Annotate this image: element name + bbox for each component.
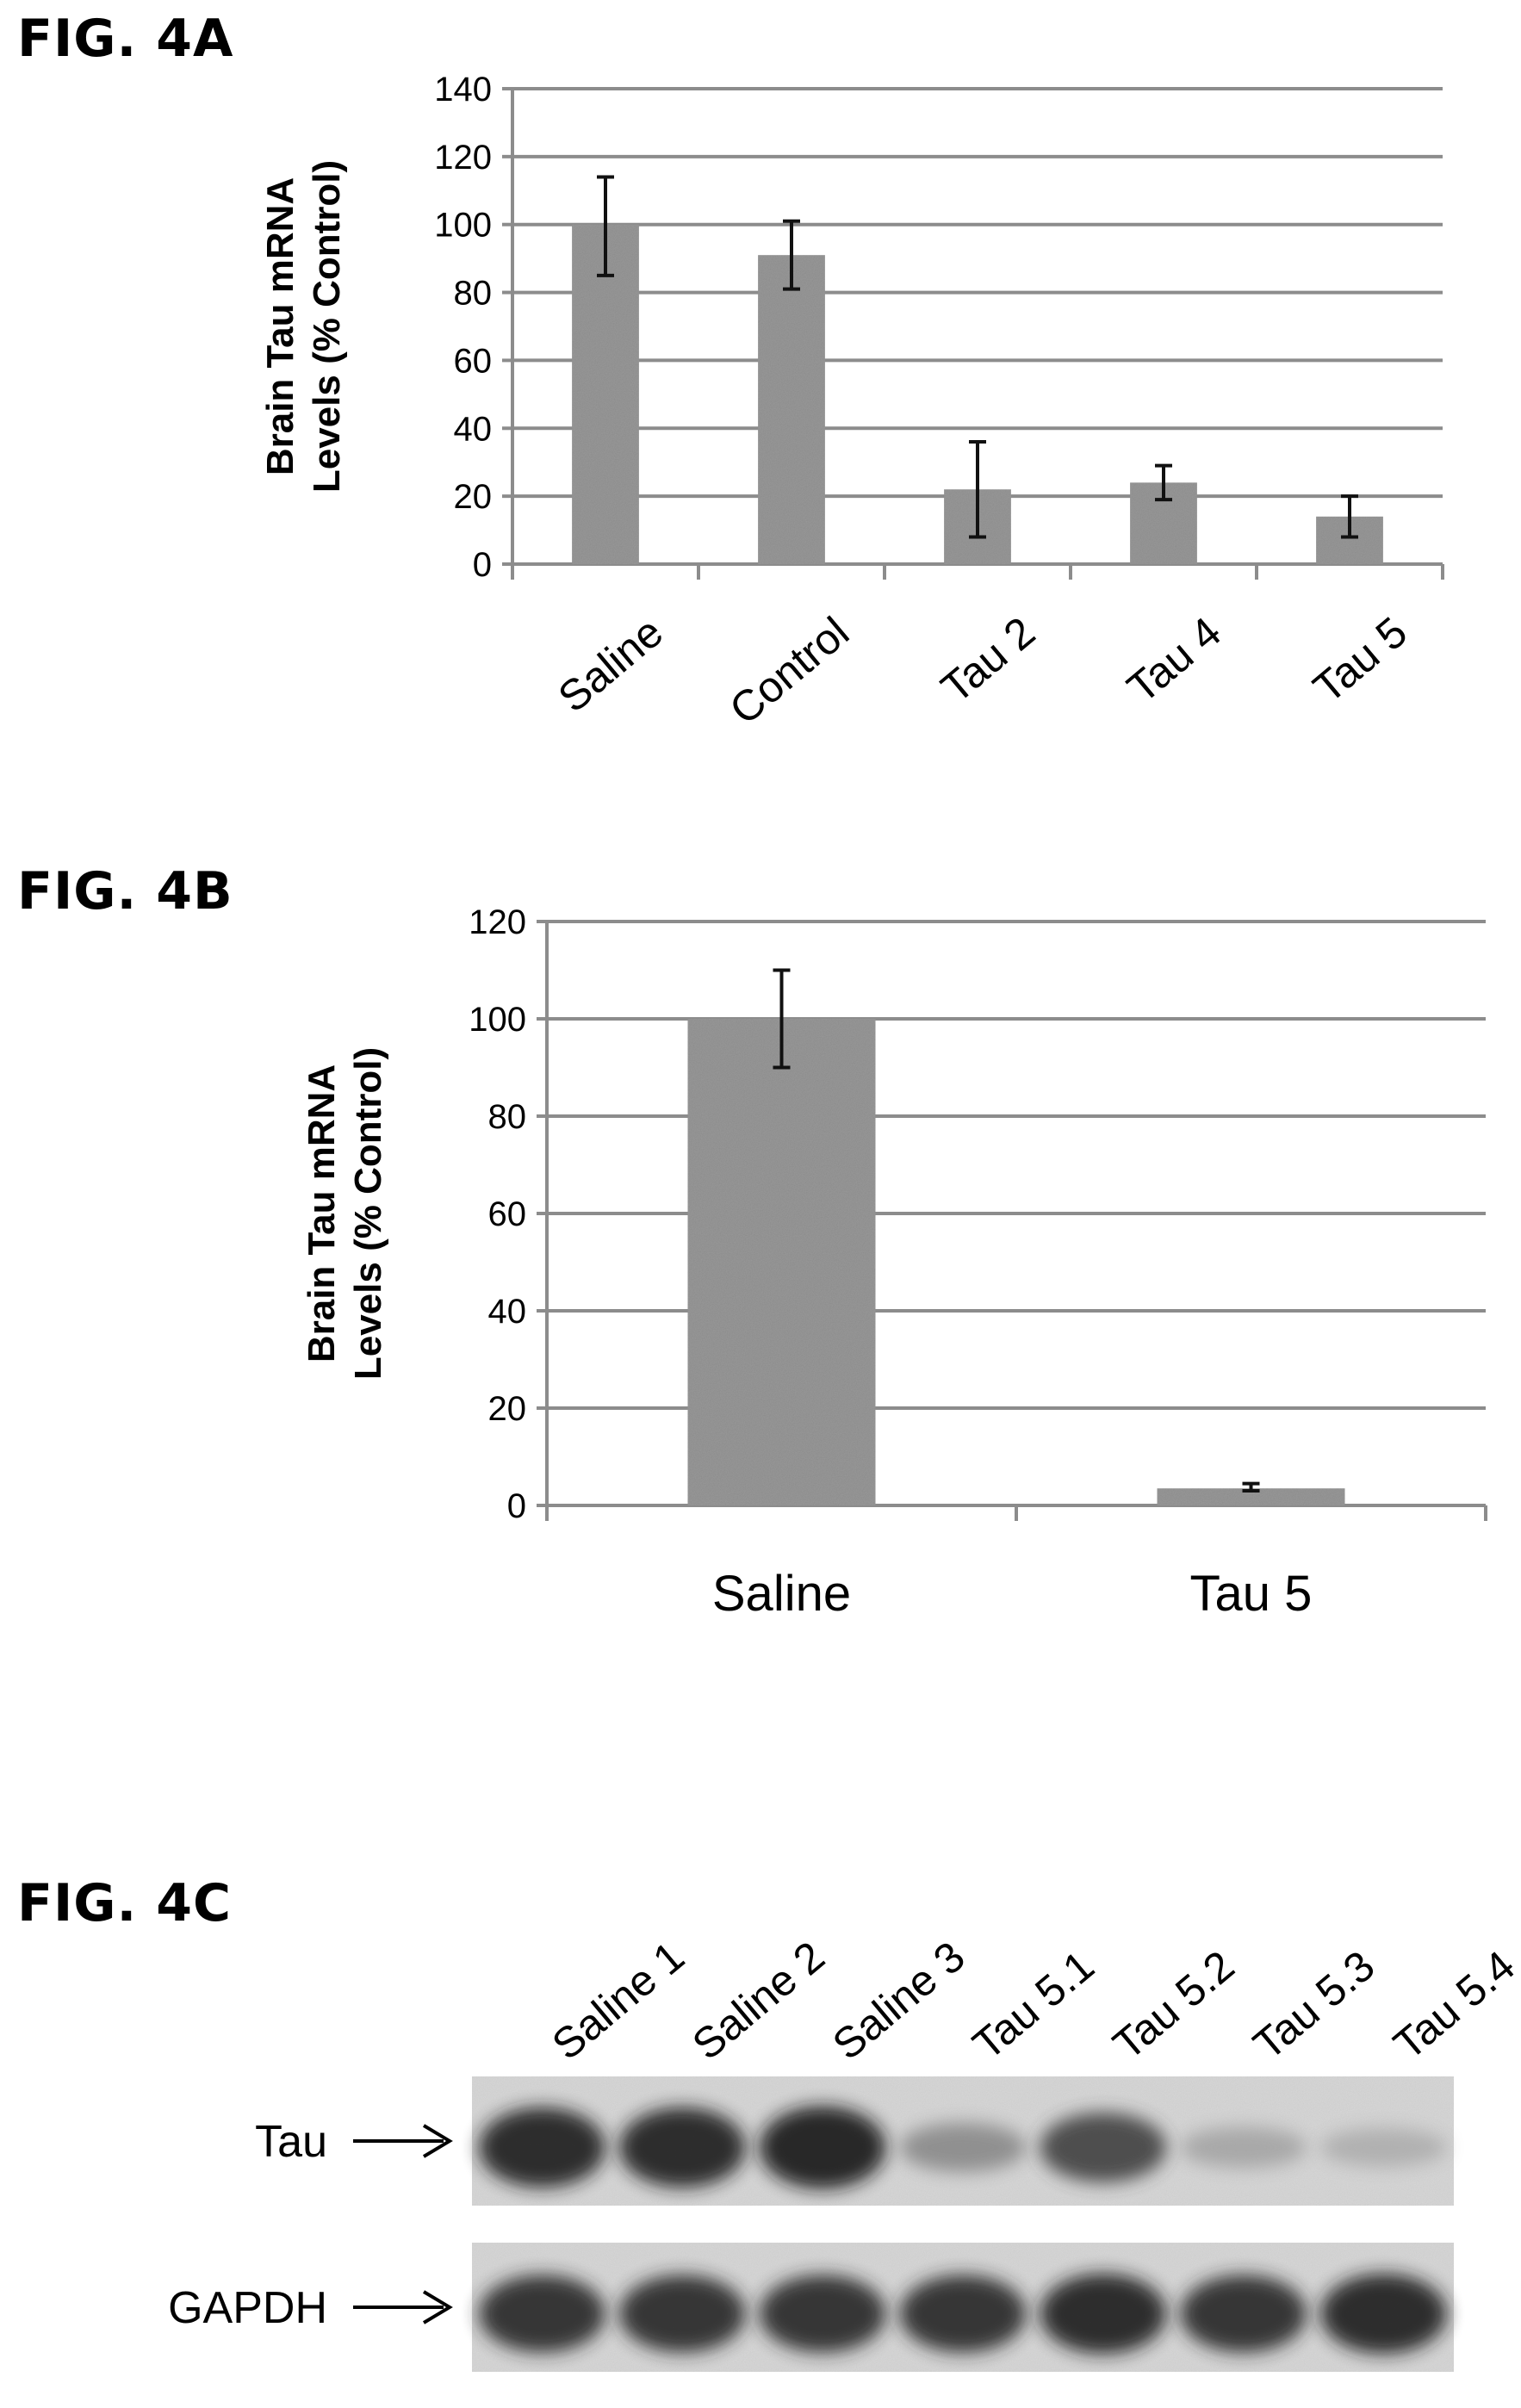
category-label: Tau 4 xyxy=(1118,608,1230,713)
bar xyxy=(572,224,639,564)
lane-label: Tau 5.1 xyxy=(964,1941,1103,2069)
category-label: Tau 5 xyxy=(1304,608,1416,713)
blot-row-label: GAPDH xyxy=(168,2283,327,2333)
blot-band xyxy=(1320,2128,1447,2167)
fig-4c-label: FIG. 4C xyxy=(17,1873,233,1933)
category-label: Control xyxy=(721,608,858,735)
chart-fig-4a: 0 20 40 60 80 100 120 140 Saline Control Tau 2 Tau … xyxy=(259,71,1444,735)
blot-band xyxy=(479,2107,605,2188)
lane-label: Tau 5.2 xyxy=(1104,1941,1244,2069)
blot-band xyxy=(619,2107,746,2188)
y-tick-label: 20 xyxy=(488,1390,527,1428)
lane-label: Saline 3 xyxy=(823,1932,973,2069)
y-tick-label: 40 xyxy=(488,1293,527,1331)
y-tick-label: 100 xyxy=(434,207,492,245)
blot-band xyxy=(1040,2274,1167,2354)
y-tick-label: 0 xyxy=(473,546,492,584)
blot-band xyxy=(759,2106,886,2189)
lane-label: Tau 5.4 xyxy=(1385,1941,1521,2069)
y-tick-label: 140 xyxy=(434,71,492,109)
y-tick-label: 120 xyxy=(469,903,526,941)
arrow-head-icon xyxy=(422,2124,453,2158)
bar xyxy=(1157,1488,1345,1505)
y-tick-label: 60 xyxy=(488,1195,527,1233)
fig-4b-label: FIG. 4B xyxy=(17,861,233,922)
blot-row-label: Tau xyxy=(255,2117,327,2167)
y-axis-title-line1: Brain Tau mRNA xyxy=(301,1064,343,1362)
lane-label: Tau 5.3 xyxy=(1245,1941,1384,2069)
y-axis-title-line2: Levels (% Control) xyxy=(347,1047,389,1380)
category-label: Tau 2 xyxy=(932,608,1044,713)
y-axis-title-line1: Brain Tau mRNA xyxy=(259,177,301,475)
y-tick-label: 40 xyxy=(454,410,493,448)
category-label: Saline xyxy=(712,1566,851,1622)
y-tick-label: 60 xyxy=(454,342,493,380)
blot-band xyxy=(899,2275,1027,2353)
lane-label: Saline 2 xyxy=(683,1932,833,2069)
arrow-head-icon xyxy=(422,2290,453,2324)
blot-band xyxy=(1180,2275,1307,2353)
y-axis-title-line2: Levels (% Control) xyxy=(306,160,348,493)
blot-band xyxy=(619,2275,746,2353)
bar xyxy=(758,255,825,564)
chart-fig-4b: 0 20 40 60 80 100 120 Saline Tau 5 Brain Tau mRNA… xyxy=(301,903,1487,1622)
bar xyxy=(687,1019,876,1505)
y-tick-label: 0 xyxy=(507,1487,526,1525)
blot-band xyxy=(899,2123,1027,2172)
y-tick-label: 20 xyxy=(454,478,493,516)
y-tick-label: 80 xyxy=(488,1098,527,1136)
lane-label: Saline 1 xyxy=(543,1932,693,2069)
category-label: Saline xyxy=(549,608,672,722)
blot-band xyxy=(1180,2126,1307,2169)
y-tick-label: 80 xyxy=(454,275,493,313)
y-tick-label: 100 xyxy=(469,1001,526,1039)
y-tick-label: 120 xyxy=(434,139,492,177)
blot-band xyxy=(479,2275,605,2353)
blot-band xyxy=(759,2275,886,2353)
blot-band xyxy=(1320,2274,1447,2354)
category-label: Tau 5 xyxy=(1190,1566,1313,1622)
fig-4a-label: FIG. 4A xyxy=(17,9,234,69)
blot-band xyxy=(1040,2113,1167,2182)
